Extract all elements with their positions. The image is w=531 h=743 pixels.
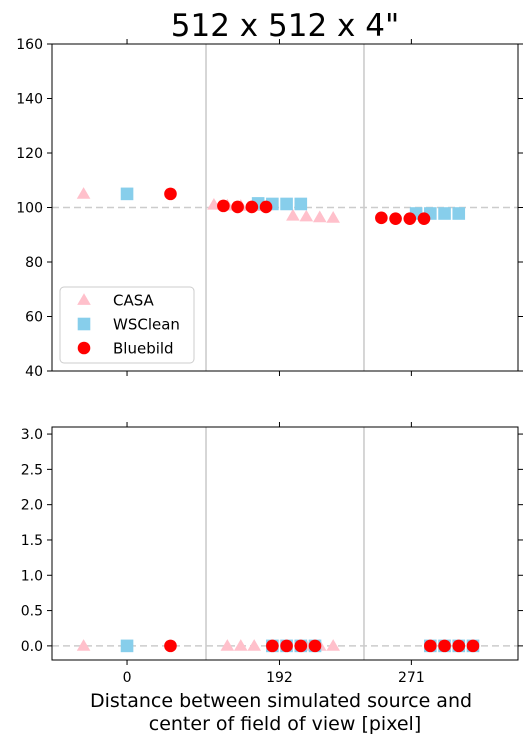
y-tick-label: 0.5 [21, 604, 43, 620]
legend-marker-wsclean [77, 317, 91, 331]
data-point-bluebild [245, 200, 259, 214]
data-point-casa [76, 639, 91, 651]
data-point-bluebild [164, 187, 177, 201]
data-point-bluebild [280, 639, 293, 653]
y-tick-label: 60 [25, 310, 43, 326]
y-tick-label: 1.0 [21, 568, 43, 584]
data-point-casa [247, 639, 261, 651]
y-tick-label: 100 [16, 201, 43, 217]
data-point-bluebild [438, 639, 451, 653]
y-tick-label: 2.5 [21, 462, 43, 478]
data-point-bluebild [403, 212, 417, 225]
y-tick-label: 0.0 [21, 639, 43, 655]
data-point-wsclean [438, 207, 451, 220]
data-point-casa [286, 208, 300, 221]
legend-box [59, 286, 195, 364]
legend-marker-bluebild [77, 341, 91, 355]
x-axis-label-line-2: center of field of view [pixel] [149, 713, 422, 735]
y-tick-label: 80 [25, 255, 43, 271]
data-point-casa [220, 639, 235, 651]
x-tick-label: 192 [266, 670, 293, 686]
data-point-casa [76, 187, 91, 199]
data-point-wsclean [120, 639, 134, 653]
data-point-bluebild [266, 639, 279, 653]
legend-label-casa: CASA [113, 292, 155, 310]
y-tick-label: 1.5 [21, 533, 43, 549]
y-tick-label: 140 [16, 92, 43, 108]
data-point-bluebild [259, 200, 273, 214]
data-point-bluebild [424, 639, 437, 653]
plot-frame [51, 426, 519, 661]
data-point-bluebild [452, 639, 466, 653]
y-tick-label: 40 [25, 364, 43, 380]
data-point-bluebild [417, 212, 431, 225]
data-point-casa [326, 211, 340, 223]
y-tick-label: 2.0 [21, 498, 43, 514]
data-point-wsclean [294, 197, 308, 211]
top-panel: 40 60 80 100 120 140 160 CASA WSClean Bluebild [16, 37, 523, 380]
y-tick-label: 160 [16, 37, 43, 53]
data-point-bluebild [231, 200, 244, 214]
data-point-wsclean [120, 187, 134, 201]
data-point-bluebild [294, 639, 308, 653]
data-point-casa [312, 210, 327, 223]
data-point-casa [326, 639, 340, 651]
legend: CASA WSClean Bluebild [59, 286, 195, 364]
y-tick-label: 3.0 [21, 427, 43, 443]
legend-marker-casa [77, 293, 91, 305]
data-point-bluebild [164, 639, 177, 653]
chart-title: 512 x 512 x 4" [171, 8, 399, 44]
legend-label-bluebild: Bluebild [113, 340, 174, 358]
data-point-bluebild [308, 639, 322, 653]
data-point-bluebild [389, 212, 402, 225]
data-point-bluebild [375, 211, 388, 225]
data-point-bluebild [466, 639, 480, 653]
bottom-panel: 0.0 0.5 1.0 1.5 2.0 2.5 3.0 0 192 271 [21, 422, 523, 686]
data-point-wsclean [452, 207, 466, 220]
data-point-wsclean [280, 197, 293, 211]
x-axis-label-line-1: Distance between simulated source and [90, 690, 472, 712]
data-point-bluebild [217, 199, 230, 213]
legend-label-wsclean: WSClean [113, 316, 180, 334]
y-tick-label: 120 [16, 146, 43, 162]
data-point-casa [233, 639, 248, 651]
x-tick-label: 271 [398, 670, 425, 686]
x-tick-label: 0 [123, 670, 132, 686]
data-point-casa [299, 209, 314, 222]
